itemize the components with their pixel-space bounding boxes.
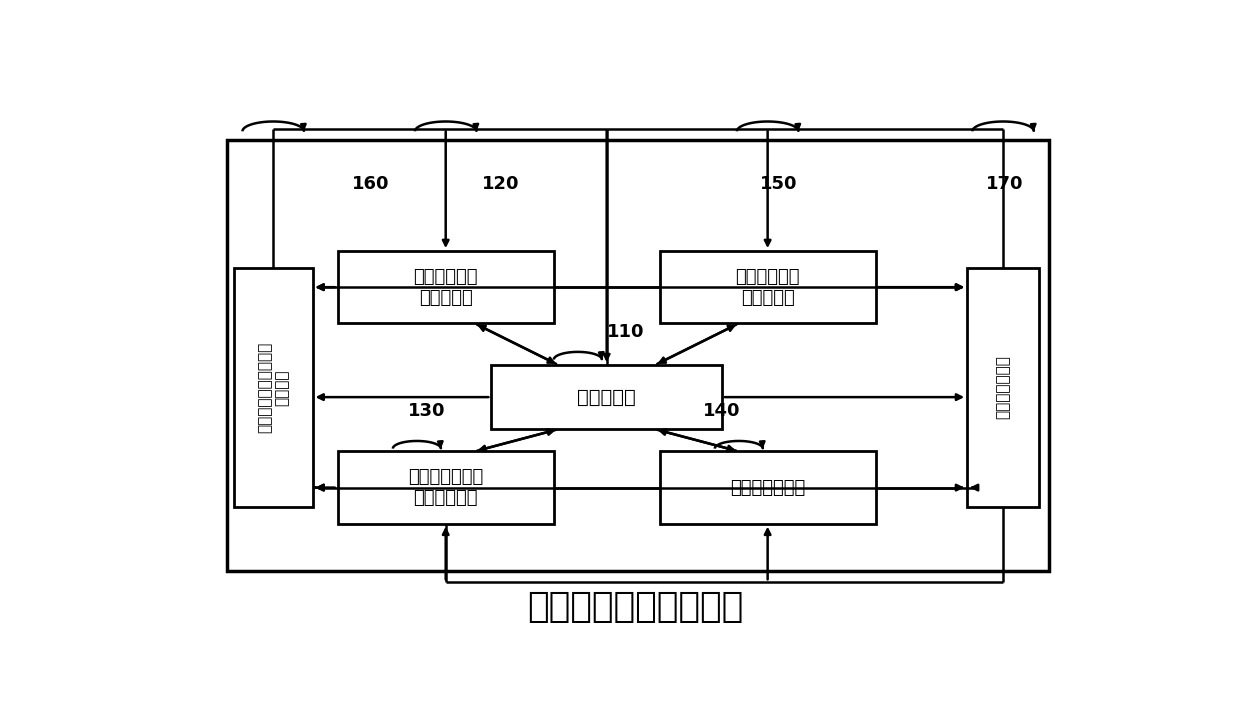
Text: 130: 130 bbox=[408, 402, 445, 420]
FancyBboxPatch shape bbox=[234, 268, 312, 507]
Text: 140: 140 bbox=[703, 402, 740, 420]
Text: 航空器的健康监测系统: 航空器的健康监测系统 bbox=[527, 590, 744, 624]
Text: 传感器网络: 传感器网络 bbox=[578, 388, 636, 406]
FancyBboxPatch shape bbox=[337, 251, 554, 323]
Text: 110: 110 bbox=[606, 322, 644, 341]
FancyBboxPatch shape bbox=[660, 451, 875, 523]
Text: 结构剩余强度与寿命预
测子系统: 结构剩余强度与寿命预 测子系统 bbox=[257, 342, 289, 433]
FancyBboxPatch shape bbox=[491, 365, 722, 429]
Text: 120: 120 bbox=[481, 175, 520, 193]
Text: 160: 160 bbox=[352, 175, 389, 193]
Text: 150: 150 bbox=[760, 175, 797, 193]
Text: 撞击监测子系统: 撞击监测子系统 bbox=[730, 479, 805, 497]
FancyBboxPatch shape bbox=[337, 451, 554, 523]
Text: 关键区域应变
监测子系统: 关键区域应变 监测子系统 bbox=[735, 268, 800, 307]
FancyBboxPatch shape bbox=[967, 268, 1039, 507]
Text: 大面积多损伤
监测子系统: 大面积多损伤 监测子系统 bbox=[413, 268, 477, 307]
Text: 170: 170 bbox=[986, 175, 1024, 193]
Text: 关键区域微小损
伤监测子系统: 关键区域微小损 伤监测子系统 bbox=[408, 469, 484, 507]
Text: 综合控制子系统: 综合控制子系统 bbox=[996, 356, 1011, 419]
FancyBboxPatch shape bbox=[227, 140, 1049, 571]
FancyBboxPatch shape bbox=[660, 251, 875, 323]
